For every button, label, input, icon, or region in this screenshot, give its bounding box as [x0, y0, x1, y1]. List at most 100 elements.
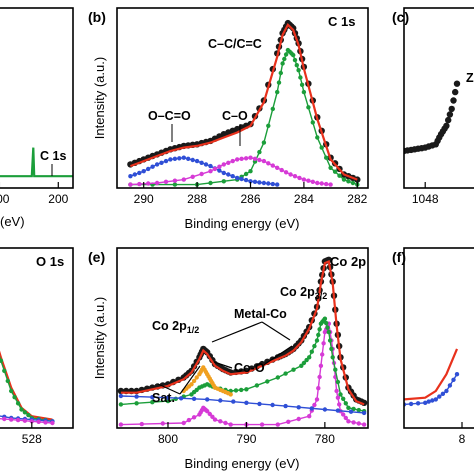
data-point-c-o	[275, 165, 280, 170]
x-tick-label: 282	[347, 192, 367, 206]
peak-label: Z	[466, 71, 474, 85]
data-point-black	[452, 88, 459, 96]
axes-frame	[0, 247, 74, 429]
data-point-co-o	[356, 407, 361, 413]
data-point-blue	[430, 398, 435, 403]
data-point-co-o	[341, 396, 346, 401]
data-point-c-c-c-c	[301, 89, 307, 95]
data-point-co-o	[134, 401, 139, 406]
data-point-c-c-c-c	[270, 106, 275, 112]
data-point-c-o	[261, 158, 267, 164]
data-point-c-o	[270, 163, 275, 168]
data-point-co-o	[301, 360, 307, 366]
data-point-metal-co	[118, 422, 124, 427]
panel-a: 400 200	[0, 7, 74, 206]
annotation-arrow	[157, 383, 181, 395]
data-point-metal-co	[314, 397, 320, 402]
data-point-c-o	[328, 182, 333, 187]
data-point-green	[5, 378, 10, 384]
data-point-c-o	[235, 157, 240, 162]
data-point-c-o	[208, 169, 213, 174]
data-point-background	[150, 395, 155, 400]
x-tick-label: 790	[236, 432, 256, 446]
data-point-metal-co	[321, 341, 326, 346]
data-point-magenta	[15, 417, 21, 423]
data-point-c-o	[181, 177, 186, 182]
data-point-c-c-c-c	[292, 57, 298, 63]
data-point-blue	[437, 394, 442, 399]
x-tick-label: 286	[240, 192, 260, 206]
annotation-arrow	[213, 361, 233, 369]
data-point-metal-co	[334, 388, 339, 394]
data-point-c-c-c-c	[208, 180, 213, 186]
data-point-co-o	[312, 343, 317, 349]
data-point-magenta	[43, 420, 48, 425]
data-point-metal-co	[307, 414, 312, 419]
data-point-c-c-c-c	[315, 135, 320, 140]
data-point-metal-co	[212, 417, 218, 422]
data-point-o-c-o	[208, 163, 213, 169]
series-line-fit	[130, 22, 358, 181]
data-point-c-c-c-c	[299, 82, 305, 88]
data-point-metal-co	[296, 416, 301, 422]
data-point-blue	[408, 401, 414, 407]
data-point-c-o	[154, 180, 160, 186]
data-point-black	[446, 111, 454, 118]
data-point-o-c-o	[221, 170, 226, 176]
data-point-background	[348, 409, 354, 414]
data-point-c-c-c-c	[221, 179, 226, 184]
data-point-c-c-c-c	[276, 80, 282, 85]
data-point-background	[322, 407, 328, 412]
data-point-co-o	[118, 402, 124, 407]
data-point-o-c-o	[141, 169, 146, 174]
annotation-arrow	[211, 321, 263, 343]
annotation-arrow	[179, 365, 201, 395]
x-tick-label: 200	[48, 192, 68, 206]
data-point-o-c-o	[159, 160, 164, 165]
panel-label: (e)	[88, 249, 105, 265]
data-point-o-c-o	[132, 172, 137, 177]
data-point-co-o	[244, 387, 249, 392]
data-point-metal-co	[318, 363, 324, 368]
data-point-black	[453, 80, 461, 87]
data-point-co-o	[316, 332, 321, 338]
data-point-co-o	[307, 355, 312, 360]
data-point-c-o	[163, 179, 169, 184]
x-tick-label: 800	[158, 432, 178, 446]
y-axis-label: Intensity (a.u.)	[92, 57, 107, 139]
data-point-o-c-o	[235, 175, 240, 181]
data-point-sat-	[189, 382, 194, 387]
data-point-metal-co	[335, 395, 341, 400]
series-line-o-c-o	[130, 156, 278, 186]
data-point-blue	[426, 399, 431, 404]
data-point-co-o	[322, 316, 328, 321]
data-point-metal-co	[186, 417, 192, 423]
data-point-magenta	[50, 420, 55, 426]
data-point-o-c-o	[248, 179, 253, 184]
data-point-o-c-o	[181, 155, 186, 160]
x-tick-label: 8	[459, 432, 466, 446]
data-point-c-o	[324, 181, 329, 187]
data-point-green	[9, 388, 14, 394]
data-point-background	[134, 394, 139, 399]
data-point-c-c-c-c	[298, 75, 303, 80]
data-point-background	[118, 393, 124, 399]
data-point-c-o	[306, 178, 311, 183]
data-point-o-c-o	[168, 157, 173, 162]
peak-label: C 1s	[40, 149, 66, 163]
data-point-co-o	[333, 367, 338, 372]
data-point-c-o	[283, 170, 289, 175]
data-point-co-o	[275, 375, 280, 380]
series-line-fit	[120, 259, 365, 406]
data-point-c-c-c-c	[306, 105, 311, 110]
data-point-metal-co	[343, 415, 348, 421]
panel-label: (c)	[392, 9, 409, 25]
data-point-o-c-o	[128, 174, 133, 179]
data-point-c-o	[279, 167, 284, 173]
data-point-c-c-c-c	[346, 179, 351, 184]
plot-area	[117, 256, 368, 427]
data-point-co-o	[165, 398, 171, 404]
data-point-c-o	[319, 181, 324, 186]
data-point-metal-co	[259, 422, 265, 427]
data-point-metal-co	[346, 419, 351, 424]
